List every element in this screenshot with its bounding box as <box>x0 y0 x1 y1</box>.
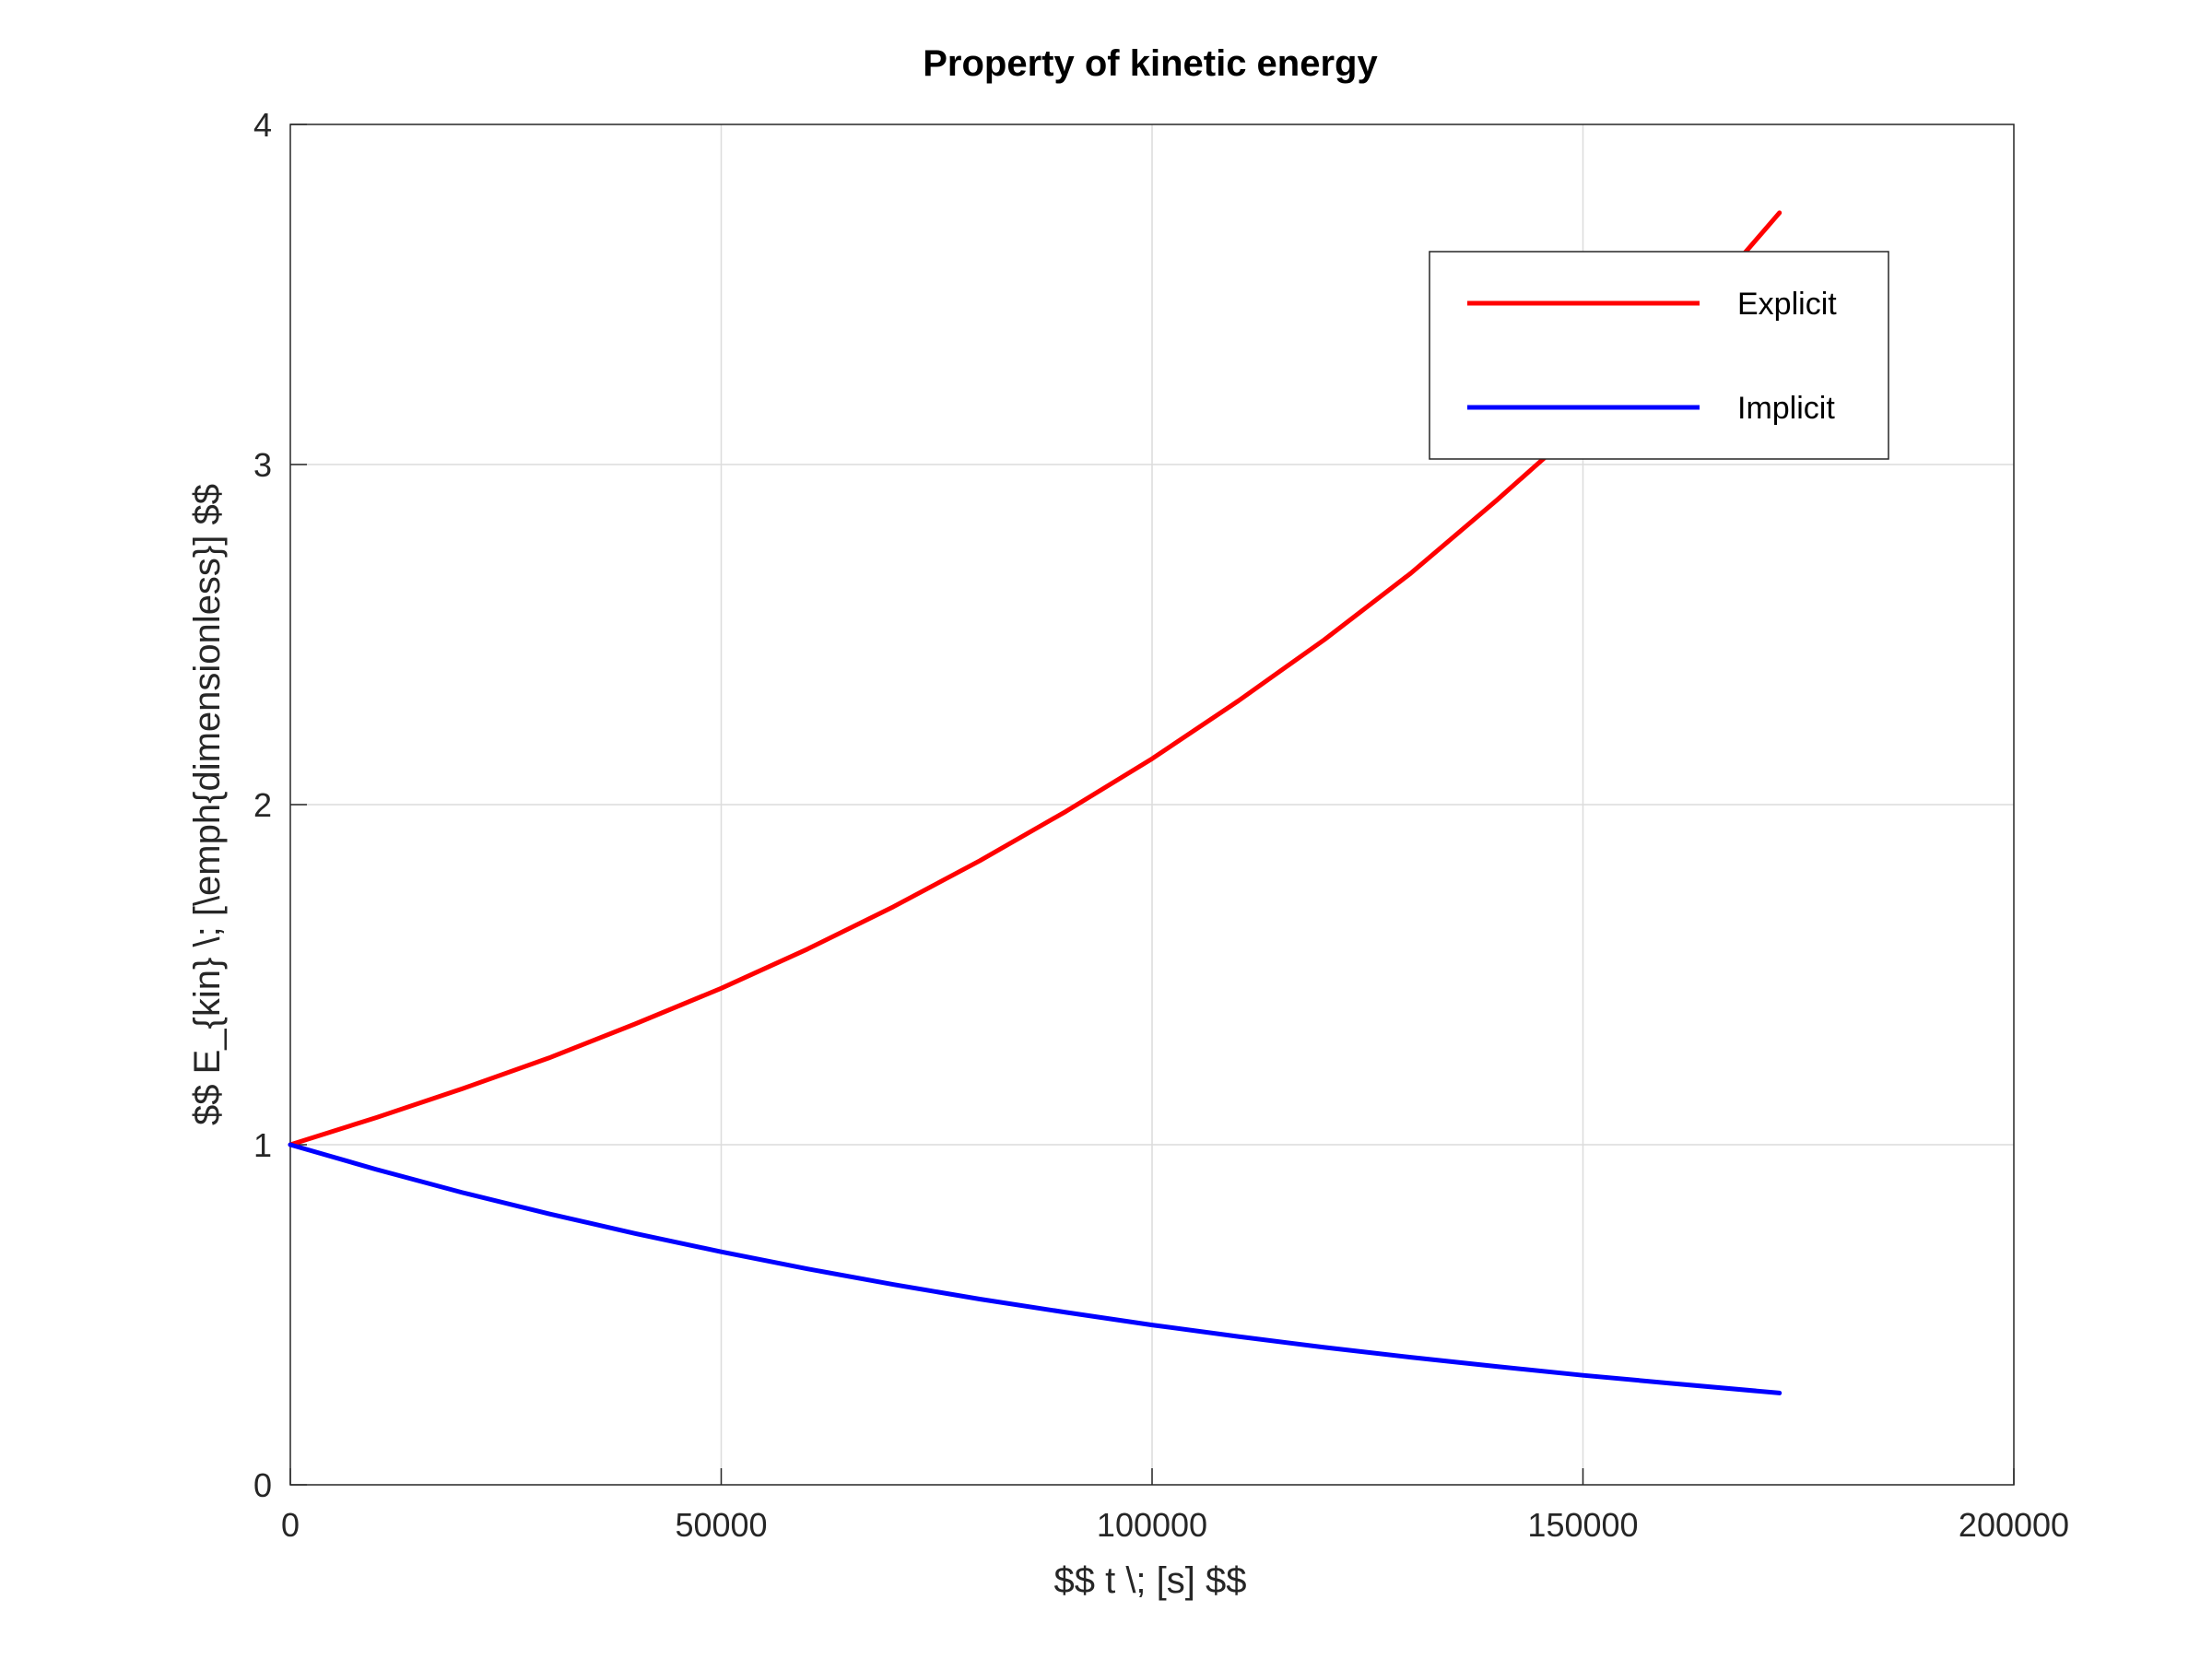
series-layer <box>288 210 1783 1395</box>
y-tick-label: 1 <box>253 1126 272 1164</box>
x-tick-label: 100000 <box>1097 1506 1207 1544</box>
legend-label-implicit: Implicit <box>1737 391 1835 426</box>
x-tick-label: 150000 <box>1527 1506 1638 1544</box>
x-tick-label: 200000 <box>1959 1506 2069 1544</box>
y-tick-label: 4 <box>253 106 272 144</box>
x-tick-label: 50000 <box>675 1506 767 1544</box>
series-line-explicit <box>288 210 1783 1147</box>
axis-ticks: 0 50000 100000 150000 200000 0 1 2 3 4 <box>253 106 2069 1544</box>
y-axis-label: $$ E_{kin} \; [\emph{dimensionless}] $$ <box>187 484 228 1125</box>
legend: Explicit Implicit <box>1429 251 1889 460</box>
y-tick-label: 2 <box>253 786 272 824</box>
x-tick-label: 0 <box>281 1506 300 1544</box>
chart-title: Property of kinetic energy <box>923 43 1378 84</box>
y-tick-label: 3 <box>253 446 272 484</box>
y-tick-label: 0 <box>253 1466 272 1504</box>
legend-box <box>1429 251 1889 460</box>
series-line-implicit <box>288 1142 1783 1395</box>
legend-label-explicit: Explicit <box>1737 287 1837 322</box>
x-axis-label: $$ t \; [s] $$ <box>1053 1560 1246 1601</box>
